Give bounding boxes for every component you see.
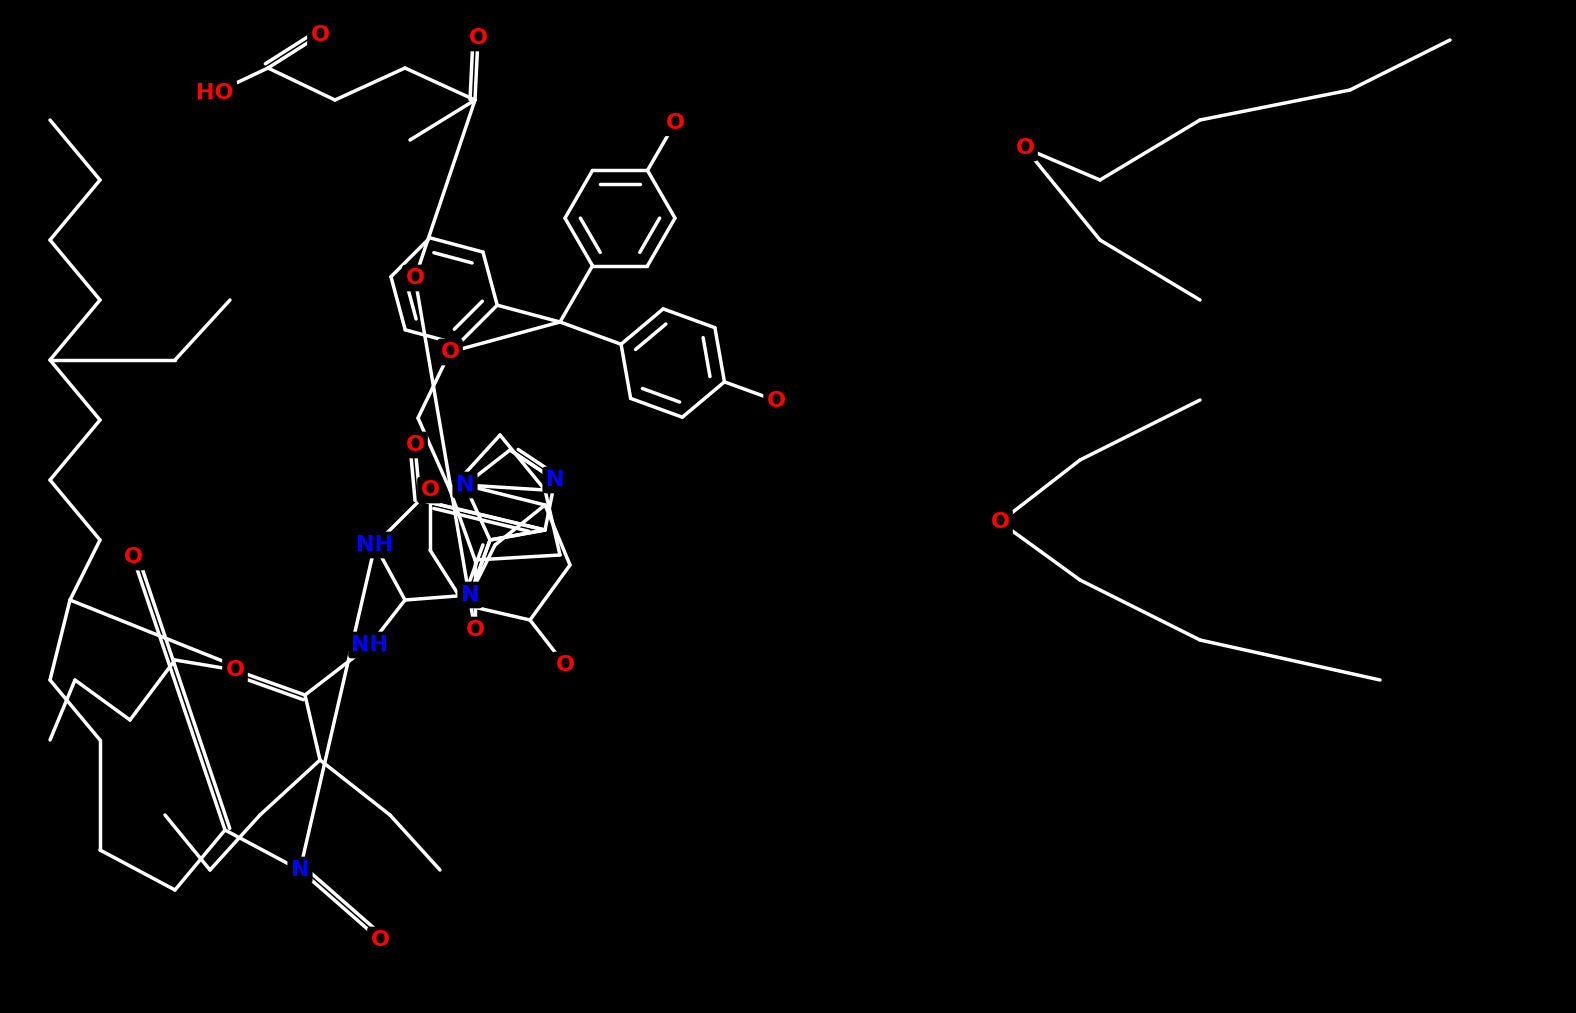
Text: O: O	[405, 268, 424, 288]
Text: O: O	[405, 435, 424, 455]
Text: O: O	[421, 480, 440, 500]
Text: NH: NH	[356, 535, 394, 555]
Text: O: O	[665, 112, 684, 133]
Text: O: O	[310, 25, 329, 45]
Text: N: N	[290, 860, 309, 880]
Text: O: O	[225, 660, 244, 680]
Text: N: N	[545, 470, 564, 490]
Text: HO: HO	[197, 83, 233, 103]
Text: N: N	[455, 475, 474, 495]
Text: O: O	[441, 342, 460, 362]
Text: N: N	[460, 585, 479, 605]
Text: O: O	[766, 391, 785, 410]
Text: O: O	[1015, 138, 1034, 158]
Text: O: O	[555, 655, 575, 675]
Text: O: O	[123, 547, 142, 567]
Text: O: O	[468, 28, 487, 48]
Text: NH: NH	[351, 635, 389, 655]
Text: O: O	[990, 512, 1010, 532]
Text: O: O	[465, 620, 484, 640]
Text: O: O	[370, 930, 389, 950]
